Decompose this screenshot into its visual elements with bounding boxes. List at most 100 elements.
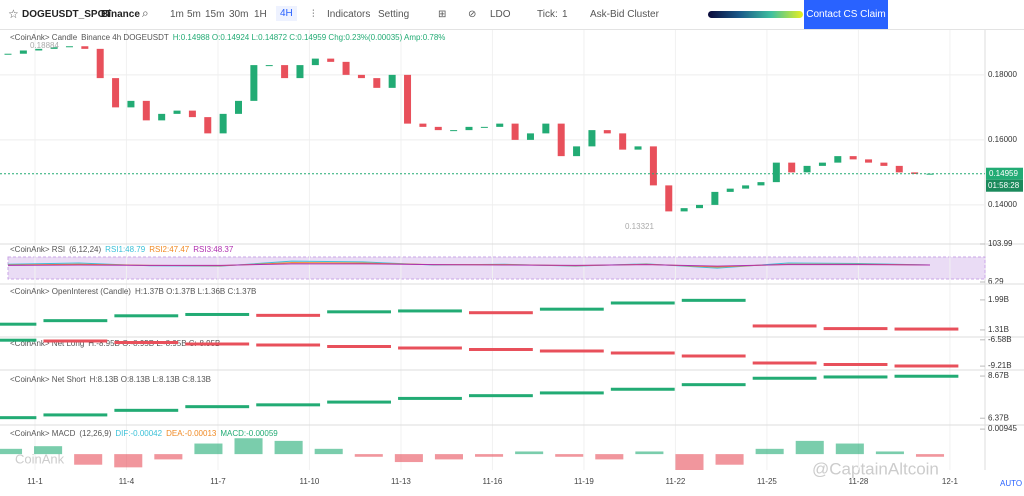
toolbar: ☆ DOGEUSDT_SPOT Binance ⌕ 1m 5m 15m 30m 1H 4H… [0, 0, 1024, 30]
interval[interactable]: 15m [205, 9, 225, 20]
y-tick-label: 6.29 [988, 277, 1004, 286]
candle [496, 123, 504, 127]
candle [542, 123, 550, 134]
macd-bar [915, 454, 945, 457]
y-tick-label: 1.99B [988, 295, 1009, 304]
candle [373, 78, 381, 88]
step [398, 309, 462, 313]
watermark: CoinAnk [15, 451, 65, 466]
macd-bar [234, 438, 263, 455]
candle [19, 50, 27, 54]
exchange[interactable]: Binance [101, 9, 140, 20]
coin-icon[interactable]: ⊘ [468, 9, 477, 20]
step [0, 416, 37, 420]
star-icon[interactable]: ☆ [8, 7, 19, 21]
panel-title: <CoinAnk> Candle [10, 33, 78, 42]
interval[interactable]: 5m [187, 9, 201, 20]
y-tick-label: 0.00945 [988, 424, 1017, 433]
candle [219, 113, 227, 134]
x-tick-label: 11-1 [27, 477, 43, 486]
x-tick-label: 12-1 [942, 477, 959, 486]
tick-label: Tick: [537, 9, 558, 20]
candle [357, 74, 365, 79]
interval[interactable]: 1m [170, 9, 184, 20]
candle [388, 74, 396, 88]
step [610, 387, 675, 391]
candle [35, 48, 43, 51]
candle [81, 46, 89, 49]
interval[interactable]: 30m [229, 9, 249, 20]
macd-bar [875, 451, 904, 455]
y-tick-label: 0.18000 [988, 70, 1017, 79]
panel-legend: <CoinAnk> RSI (6,12,24) RSI1:48.79 RSI2:47.… [10, 245, 234, 254]
candle [818, 162, 826, 166]
candle [204, 117, 212, 134]
panel-legend: <CoinAnk> OpenInterest (Candle) H:1.37B O… [10, 287, 256, 296]
candle [711, 191, 719, 205]
macd-bar [795, 440, 824, 455]
auto-button[interactable]: AUTO [1000, 479, 1022, 488]
macd-bar [394, 454, 423, 463]
legend-entry: MACD:-0.00059 [220, 429, 278, 438]
candle [327, 58, 335, 62]
macd-bar [434, 454, 463, 460]
setting[interactable]: Setting [378, 9, 410, 20]
search-icon[interactable]: ⌕ [142, 6, 149, 20]
step [752, 376, 817, 380]
candle [526, 133, 534, 140]
candle [649, 146, 657, 186]
candle [235, 100, 242, 114]
candle [127, 100, 135, 108]
candle [803, 165, 811, 173]
candle [865, 159, 873, 163]
contact-button[interactable]: Contact CS Claim [804, 0, 888, 29]
macd-bar [475, 454, 504, 457]
step [610, 301, 675, 305]
panel-title: <CoinAnk> Net Long [10, 339, 84, 348]
panel-title: <CoinAnk> RSI [10, 245, 65, 254]
step [539, 349, 604, 353]
symbol[interactable]: DOGEUSDT_SPOT [22, 9, 112, 20]
macd-bar [835, 443, 864, 455]
candle [757, 182, 765, 186]
y-tick-label: -9.21B [988, 361, 1012, 370]
legend-entry: RSI1:48.79 [105, 245, 146, 254]
y-tick-label: 6.37B [988, 413, 1009, 422]
step [823, 327, 888, 331]
tick-value[interactable]: 1 [562, 9, 568, 20]
cluster[interactable]: Ask-Bid Cluster [590, 9, 659, 20]
candle [573, 146, 581, 157]
heat-gradient [708, 11, 803, 18]
candle [296, 65, 304, 79]
step [681, 354, 746, 358]
grid-icon[interactable]: ⊞ [438, 9, 447, 20]
candle [511, 123, 519, 140]
y-tick-label: 0.14000 [988, 200, 1017, 209]
candle [450, 130, 458, 132]
candle [742, 185, 750, 189]
macd-bar [194, 443, 223, 455]
candle [173, 110, 181, 114]
interval[interactable]: 1H [254, 9, 267, 20]
panel-legend: <CoinAnk> MACD (12,26,9) DIF:-0.00042 DEA:-… [10, 429, 278, 438]
candle [65, 46, 73, 48]
macd-bar [0, 448, 23, 455]
candle [112, 78, 120, 108]
candle [665, 185, 673, 212]
candle [404, 74, 412, 124]
x-tick-label: 11-28 [848, 477, 868, 486]
step [0, 338, 37, 342]
step [894, 374, 959, 378]
panel-title: <CoinAnk> OpenInterest (Candle) [10, 287, 131, 296]
interval[interactable]: 4H [276, 6, 297, 21]
macd-bar [114, 454, 143, 468]
candle [50, 47, 58, 49]
step [610, 351, 675, 355]
indicators[interactable]: Indicators [327, 9, 371, 20]
legend-entry: H:1.37B O:1.37B L:1.36B C:1.37B [135, 287, 256, 296]
legend-entry: RSI2:47.47 [149, 245, 190, 254]
coin[interactable]: LDO [490, 9, 511, 20]
step [43, 319, 108, 323]
legend-entry: DEA:-0.00013 [166, 429, 217, 438]
